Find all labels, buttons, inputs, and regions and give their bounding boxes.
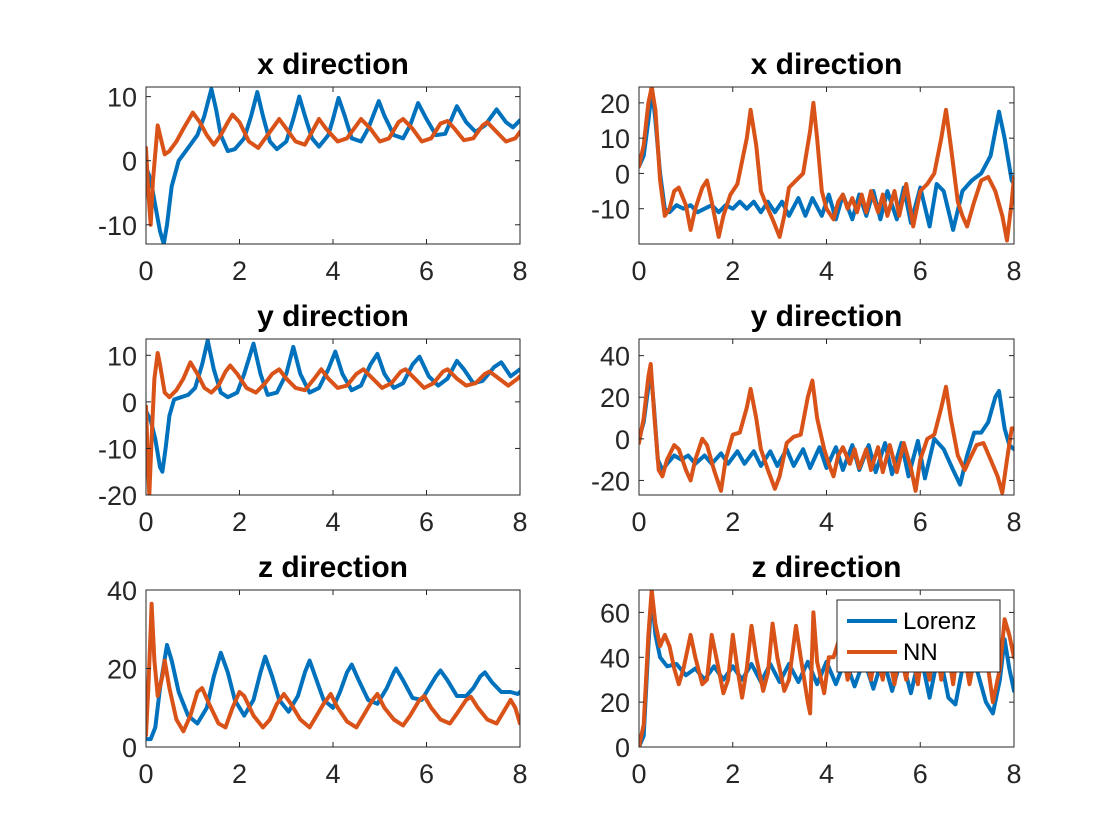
x-tick-label: 0 [631,759,646,789]
y-tick-label: 60 [600,598,630,628]
axes-box [638,338,1015,496]
y-tick-label: -10 [98,434,137,464]
series-line-lorenz [146,643,520,742]
series-line-lorenz [639,368,1014,487]
x-tick-label: 8 [512,507,527,537]
subplot-title: x direction [751,48,903,81]
series-line-nn [146,110,520,227]
x-tick-label: 8 [1006,507,1021,537]
series-line-nn [639,87,1014,243]
x-tick-label: 4 [819,759,834,789]
x-tick-label: 2 [725,759,740,789]
x-tick-label: 2 [725,256,740,286]
subplot-title: z direction [258,551,408,584]
y-tick-label: 40 [107,576,137,606]
x-tick-label: 6 [419,507,434,537]
legend: Lorenz NN [836,599,1001,673]
y-tick-label: -20 [591,466,630,496]
x-tick-label: 4 [325,507,340,537]
x-tick-label: 6 [913,507,928,537]
x-tick-label: 6 [913,759,928,789]
y-tick-label: 0 [122,733,137,763]
y-tick-label: 0 [615,733,630,763]
y-tick-label: 10 [600,124,630,154]
x-tick-label: 0 [631,256,646,286]
subplot-title: y direction [751,300,903,333]
x-tick-label: 8 [512,256,527,286]
x-tick-label: 4 [819,507,834,537]
subplot-title: x direction [257,48,409,81]
y-tick-label: 20 [107,655,137,685]
x-tick-label: 2 [232,759,247,789]
x-tick-label: 4 [325,256,340,286]
y-tick-label: -10 [98,211,137,241]
y-tick-label: 0 [122,147,137,177]
x-tick-label: 8 [1006,759,1021,789]
subplot: x direction 0 2 4 6 8 -10 0 10 20 [591,48,1022,286]
y-tick-label: 20 [600,688,630,718]
x-tick-label: 6 [913,256,928,286]
series-line-nn [146,601,520,738]
legend-box [836,599,1001,673]
series-line-lorenz [639,87,1014,232]
subplot: y direction 0 2 4 6 8 -20 -10 0 10 [98,300,528,537]
y-tick-label: -10 [591,195,630,225]
subplot: z direction 0 2 4 6 8 0 20 40 [107,551,528,789]
legend-label-nn: NN [903,639,938,666]
y-tick-label: 40 [600,342,630,372]
series-line-nn [639,362,1014,495]
y-tick-label: 0 [122,388,137,418]
y-tick-label: 20 [600,383,630,413]
x-tick-label: 0 [138,507,153,537]
y-tick-label: 0 [615,159,630,189]
y-tick-label: 10 [107,341,137,371]
y-tick-label: 10 [107,83,137,113]
y-tick-label: -20 [98,481,137,511]
axes-box [145,86,521,245]
subplot-title: z direction [751,551,901,584]
x-tick-label: 2 [232,507,247,537]
x-tick-label: 6 [419,256,434,286]
subplot-title: y direction [257,300,409,333]
x-tick-label: 4 [325,759,340,789]
y-tick-label: 40 [600,643,630,673]
y-tick-label: 0 [615,425,630,455]
x-tick-label: 6 [419,759,434,789]
x-tick-label: 0 [138,256,153,286]
axes-box [638,86,1015,245]
axes-box [145,589,521,748]
series-line-lorenz [146,339,520,474]
x-tick-label: 0 [631,507,646,537]
x-tick-label: 8 [1006,256,1021,286]
x-tick-label: 2 [232,256,247,286]
x-tick-label: 4 [819,256,834,286]
y-tick-label: 20 [600,89,630,119]
x-tick-label: 2 [725,507,740,537]
x-tick-label: 0 [138,759,153,789]
x-tick-label: 8 [512,759,527,789]
legend-label-lorenz: Lorenz [903,608,976,635]
series-line-nn [146,351,520,495]
series-line-lorenz [146,87,520,244]
